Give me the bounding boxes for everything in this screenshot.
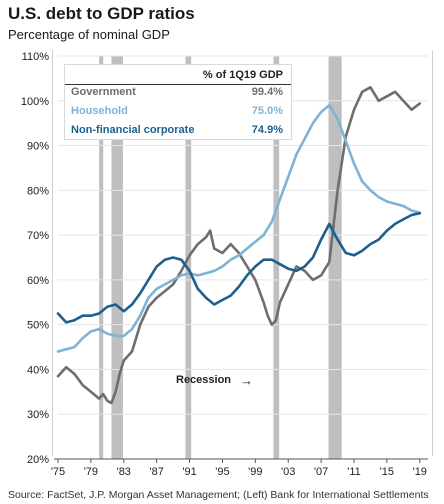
legend-header: % of 1Q19 GDP (202, 69, 283, 81)
legend-value-government: 99.4% (251, 86, 283, 98)
y-tick-label: 40% (27, 364, 49, 376)
x-tick-label: '75 (51, 466, 65, 478)
legend: % of 1Q19 GDP Government 99.4% Household… (64, 64, 292, 140)
legend-label-government: Government (71, 86, 136, 98)
x-tick-label: '95 (215, 466, 229, 478)
x-tick-label: '83 (117, 466, 131, 478)
y-tick-label: 100% (21, 96, 49, 108)
right-arrow-icon: → (240, 373, 253, 388)
legend-value-corporate: 74.9% (251, 124, 283, 136)
line-chart: 20% 30% 40% 50% 60% 70% 80% 90% 100% 110% '75 '79 '8… (21, 51, 428, 478)
legend-value-household: 75.0% (251, 105, 283, 117)
x-tick-label: '03 (281, 466, 295, 478)
x-tick-label: '11 (347, 466, 361, 478)
recession-bar (328, 56, 342, 459)
series-line (56, 211, 422, 324)
legend-row-corporate: Non-financial corporate 74.9% (71, 124, 283, 140)
recession-bar (111, 56, 123, 459)
x-tick-label: '99 (248, 466, 262, 478)
legend-label-household: Household (71, 105, 128, 117)
y-tick-label: 60% (27, 275, 49, 287)
legend-divider (65, 84, 291, 85)
series-line (56, 86, 422, 405)
x-tick-label: '07 (314, 466, 328, 478)
series-line (56, 104, 422, 353)
y-tick-label: 30% (27, 409, 49, 421)
x-tick-label: '19 (413, 466, 427, 478)
x-tick-label: '91 (182, 466, 196, 478)
y-tick-label: 90% (27, 141, 49, 153)
y-tick-label: 110% (22, 51, 50, 63)
legend-label-corporate: Non-financial corporate (71, 124, 195, 136)
y-tick-label: 50% (27, 320, 49, 332)
x-tick-label: '79 (84, 466, 98, 478)
x-tick-label: '87 (149, 466, 163, 478)
recession-bar (273, 56, 280, 459)
recession-bar (99, 56, 104, 459)
recession-annotation: Recession (176, 374, 232, 386)
legend-row-household: Household 75.0% (71, 105, 283, 121)
chart-title: U.S. debt to GDP ratios (8, 4, 195, 23)
y-tick-label: 20% (27, 454, 49, 466)
x-tick-label: '15 (380, 466, 394, 478)
chart-subtitle: Percentage of nominal GDP (8, 27, 170, 42)
source-note: Source: FactSet, J.P. Morgan Asset Manag… (8, 489, 429, 501)
legend-row-government: Government 99.4% (71, 86, 283, 102)
y-tick-label: 80% (27, 185, 49, 197)
y-tick-label: 70% (27, 230, 49, 242)
